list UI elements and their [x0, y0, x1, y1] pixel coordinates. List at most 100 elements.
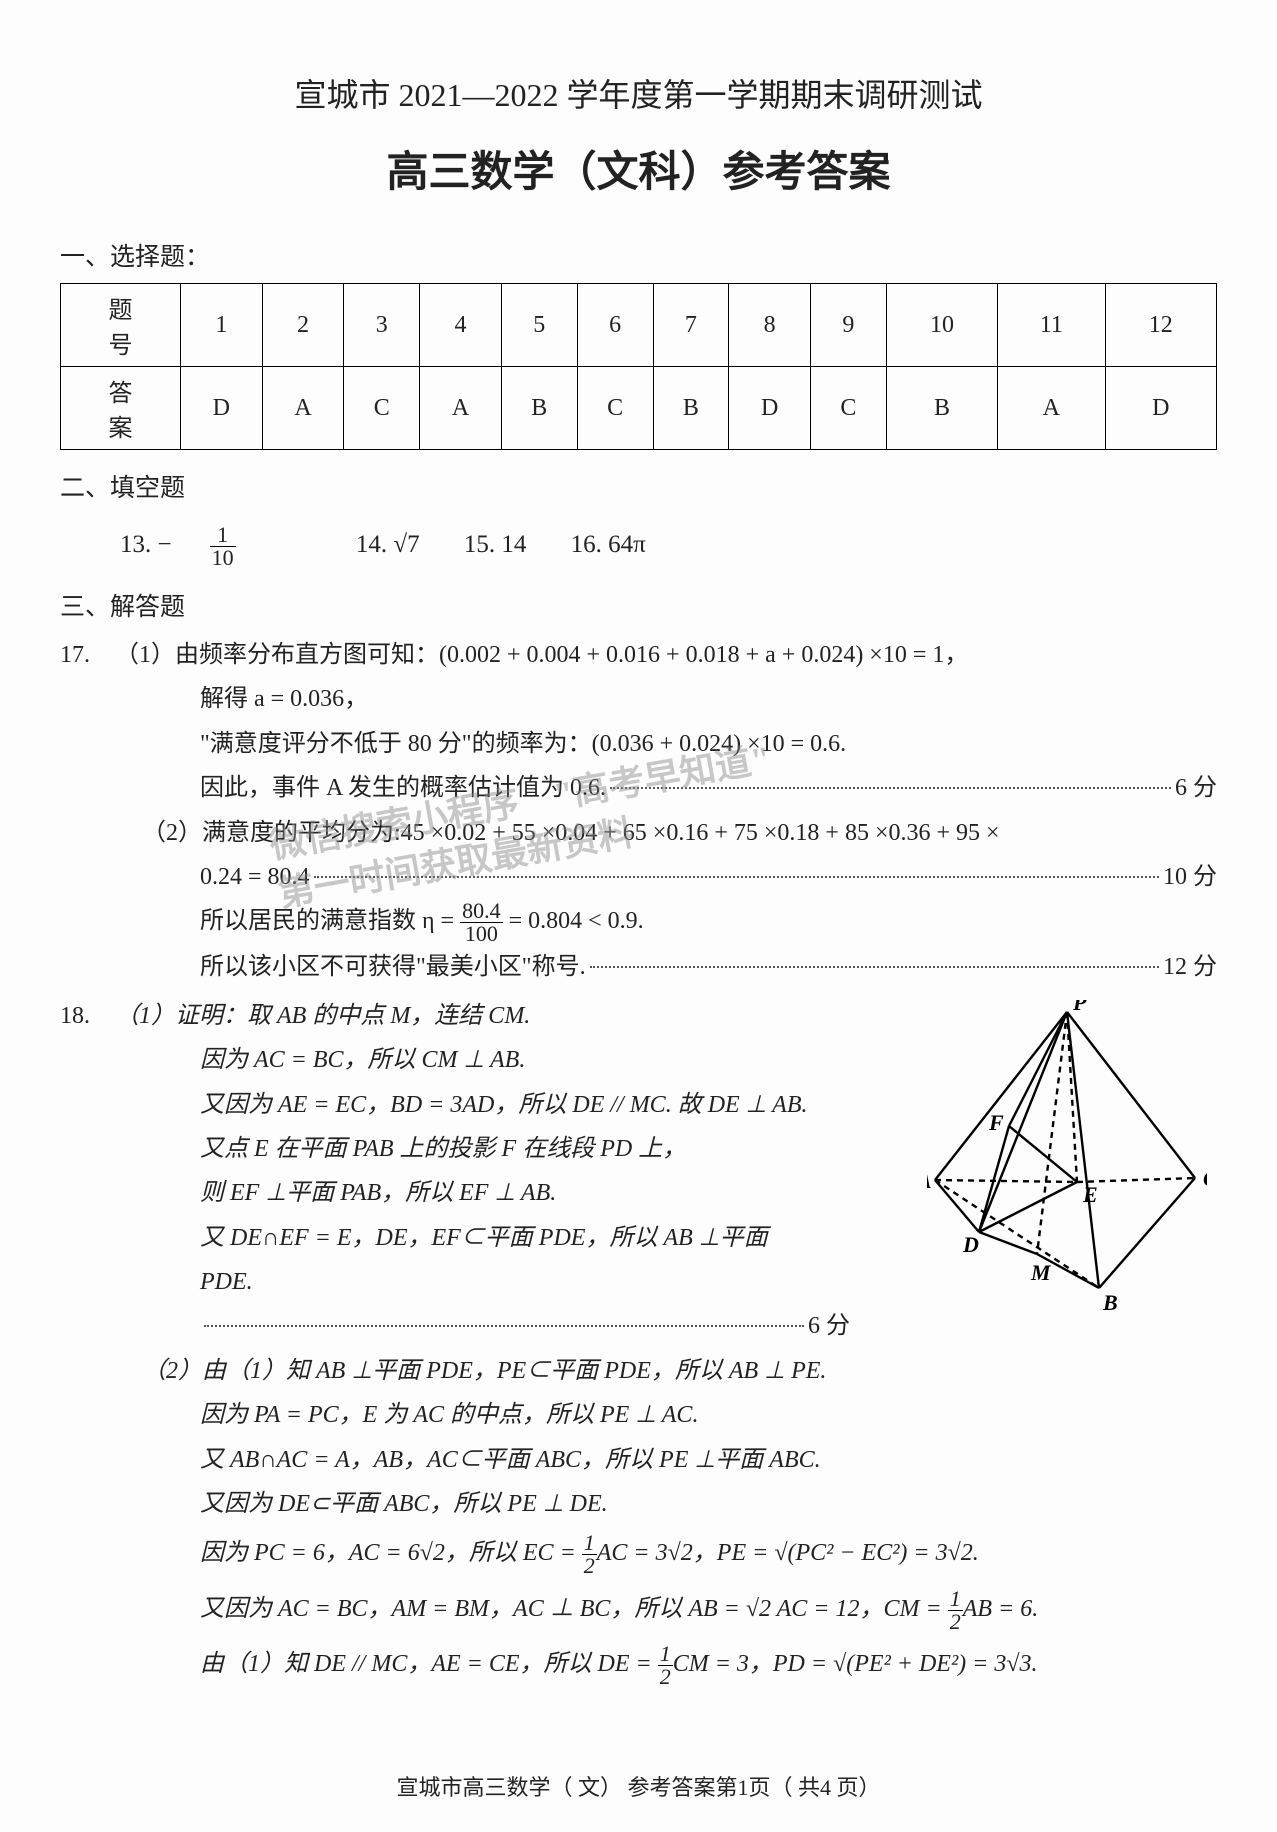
q17-p1a: （1）由频率分布直方图可知：(0.002 + 0.004 + 0.016 + 0… [115, 642, 968, 668]
numerator: 1 [210, 524, 236, 547]
table-answer-label: 答 案 [61, 367, 181, 450]
answer-cell: C [811, 367, 887, 450]
q17-p1b: 解得 a = 0.036， [60, 677, 1217, 721]
q17-p2b: 0.24 = 80.4 10 分 [60, 855, 1217, 899]
section-choice-title: 一、选择题： [60, 237, 1217, 273]
col-num: 9 [811, 284, 887, 367]
text: 0.24 = 80.4 [200, 855, 310, 899]
denominator: 2 [582, 1555, 597, 1577]
col-num: 12 [1105, 284, 1216, 367]
denominator: 2 [948, 1611, 963, 1633]
q13: 13. −110 [120, 531, 318, 558]
doc-subtitle: 宣城市 2021—2022 学年度第一学期期末调研测试 [60, 70, 1217, 116]
svg-text:P: P [1072, 1000, 1087, 1015]
text: 因为 PC = 6，AC = 6√2，所以 EC = [200, 1540, 582, 1566]
denominator: 100 [460, 923, 503, 945]
answer-cell: A [262, 367, 344, 450]
q18-p1e: 则 EF ⊥平面 PAB，所以 EF ⊥ AB. [60, 1171, 820, 1215]
q16: 16. 64π [571, 531, 646, 558]
svg-text:E: E [1082, 1182, 1098, 1207]
dotted-leader [590, 966, 1159, 968]
doc-title: 高三数学（文科）参考答案 [60, 138, 1217, 199]
q-number: 17. [60, 633, 115, 677]
answer-cell: D [1105, 367, 1216, 450]
col-num: 3 [344, 284, 420, 367]
q18-p2g: 由（1）知 DE // MC，AE = CE，所以 DE = 12CM = 3，… [60, 1637, 1217, 1692]
svg-text:D: D [962, 1232, 979, 1257]
text: AC = 3√2，PE = √(PC² − EC²) = 3√2. [597, 1540, 979, 1566]
points: 6 分 [1175, 766, 1217, 810]
dotted-leader [610, 787, 1171, 789]
text: = 0.804 < 0.9. [503, 908, 644, 934]
svg-text:C: C [1203, 1166, 1207, 1191]
q18-p1-score: 6 分 [60, 1304, 850, 1348]
numerator: 1 [582, 1532, 597, 1555]
denominator: 2 [658, 1666, 673, 1688]
answer-cell: B [501, 367, 577, 450]
points: 10 分 [1163, 855, 1217, 899]
points: 12 分 [1163, 945, 1217, 989]
text: 由（1）知 DE // MC，AE = CE，所以 DE = [200, 1651, 658, 1677]
svg-text:F: F [988, 1110, 1004, 1135]
text: 因此，事件 A 发生的概率估计值为 0.6. [200, 766, 606, 810]
fraction: 110 [210, 524, 274, 569]
q18-p2a: （2）由（1）知 AB ⊥平面 PDE，PE⊂平面 PDE，所以 AB ⊥ PE… [60, 1349, 1217, 1393]
numerator: 1 [948, 1588, 963, 1611]
col-num: 7 [653, 284, 729, 367]
dotted-leader [314, 876, 1159, 878]
text: CM = 3，PD = √(PE² + DE²) = 3√3. [673, 1651, 1038, 1677]
q18-p1f: 又 DE∩EF = E，DE，EF⊂平面 PDE，所以 AB ⊥平面 PDE. [60, 1216, 820, 1305]
denominator: 10 [210, 547, 236, 569]
answer-cell: B [886, 367, 997, 450]
numerator: 80.4 [460, 900, 503, 923]
answer-cell: D [181, 367, 263, 450]
col-num: 1 [181, 284, 263, 367]
fraction: 12 [658, 1643, 673, 1688]
text: 所以该小区不可获得"最美小区"称号. [200, 945, 586, 989]
fraction: 80.4100 [460, 900, 503, 945]
text: 所以居民的满意指数 η = [200, 908, 460, 934]
col-num: 5 [501, 284, 577, 367]
answer-cell: D [729, 367, 811, 450]
answer-cell: B [653, 367, 729, 450]
q13-label: 13. − [120, 531, 172, 558]
answer-cell: A [420, 367, 502, 450]
q18-p2d: 又因为 DE⊂平面 ABC，所以 PE ⊥ DE. [60, 1482, 1217, 1526]
q17-p1c: "满意度评分不低于 80 分"的频率为：(0.036 + 0.024) ×10 … [60, 722, 1217, 766]
table-header-label: 题 号 [61, 284, 181, 367]
q14: 14. √7 [356, 531, 420, 558]
q17-p1d: 因此，事件 A 发生的概率估计值为 0.6. 6 分 [60, 766, 1217, 810]
geometry-figure: PACDMBEF [927, 1000, 1207, 1310]
points: 6 分 [808, 1304, 850, 1348]
table-row: 题 号 1 2 3 4 5 6 7 8 9 10 11 12 [61, 284, 1217, 367]
col-num: 2 [262, 284, 344, 367]
q18-p1b: 因为 AC = BC，所以 CM ⊥ AB. [60, 1038, 820, 1082]
fraction: 12 [948, 1588, 963, 1633]
text: AB = 6. [963, 1596, 1039, 1622]
q18-p1c: 又因为 AE = EC，BD = 3AD，所以 DE // MC. 故 DE ⊥… [60, 1083, 820, 1127]
col-num: 8 [729, 284, 811, 367]
answer-cell: C [577, 367, 653, 450]
col-num: 11 [998, 284, 1105, 367]
question-17: 17.（1）由频率分布直方图可知：(0.002 + 0.004 + 0.016 … [60, 633, 1217, 990]
fraction: 12 [582, 1532, 597, 1577]
numerator: 1 [658, 1643, 673, 1666]
q18-p1d: 又点 E 在平面 PAB 上的投影 F 在线段 PD 上， [60, 1127, 820, 1171]
page: 宣城市 2021—2022 学年度第一学期期末调研测试 高三数学（文科）参考答案… [0, 0, 1277, 1832]
col-num: 4 [420, 284, 502, 367]
section-solution-title: 三、解答题 [60, 587, 1217, 623]
q18-p2e: 因为 PC = 6，AC = 6√2，所以 EC = 12AC = 3√2，PE… [60, 1526, 1217, 1581]
q17-p2d: 所以该小区不可获得"最美小区"称号. 12 分 [60, 945, 1217, 989]
answer-cell: A [998, 367, 1105, 450]
fill-blank-answers: 13. −110 14. √7 15. 14 16. 64π [60, 524, 1217, 569]
q18-p2c: 又 AB∩AC = A，AB，AC⊂平面 ABC，所以 PE ⊥平面 ABC. [60, 1438, 1217, 1482]
q17-p2c: 所以居民的满意指数 η = 80.4100 = 0.804 < 0.9. [60, 899, 1217, 945]
text: 又因为 AC = BC，AM = BM，AC ⊥ BC，所以 AB = √2 A… [200, 1596, 948, 1622]
svg-text:A: A [927, 1168, 932, 1193]
q-number: 18. [60, 994, 115, 1038]
table-row: 答 案 D A C A B C B D C B A D [61, 367, 1217, 450]
choice-answer-table: 题 号 1 2 3 4 5 6 7 8 9 10 11 12 答 案 D A C… [60, 283, 1217, 450]
q18-p1a: （1）证明：取 AB 的中点 M，连结 CM. [115, 1003, 530, 1029]
section-fill-title: 二、填空题 [60, 468, 1217, 504]
q18-p2b: 因为 PA = PC，E 为 AC 的中点，所以 PE ⊥ AC. [60, 1393, 1217, 1437]
